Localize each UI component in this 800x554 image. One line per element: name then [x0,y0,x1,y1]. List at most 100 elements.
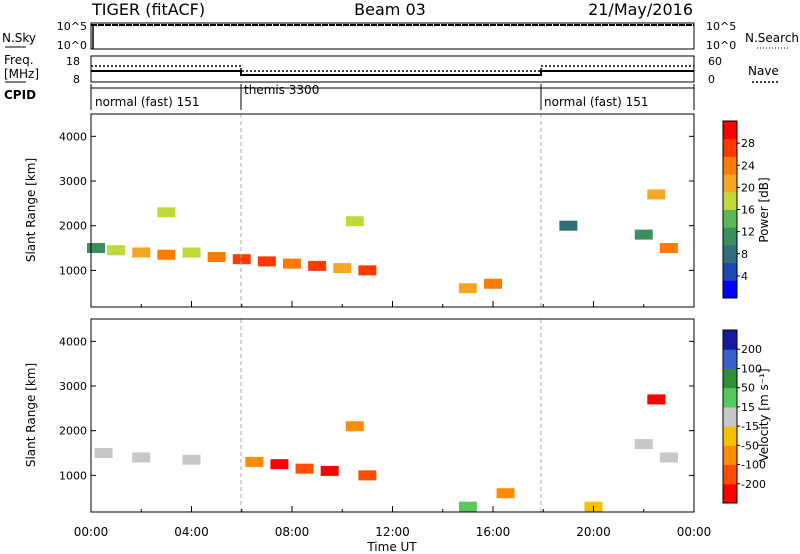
scatter-cell [232,254,251,265]
colorbar-tick-label: 100 [741,362,762,375]
nsky-tick-bottom: 10^0 [57,39,87,52]
colorbar-swatch [723,387,737,408]
scatter-cell [308,260,327,271]
scatter-cell [458,501,477,512]
colorbar-tick-label: 50 [741,382,755,395]
scatter-cell [358,470,377,481]
y-tick-label: 3000 [59,175,87,188]
scatter-cell [182,454,201,465]
velocity-panel: 1000 2000 3000 4000 Slant Range [km] [24,318,695,513]
colorbar-tick-label: 16 [741,204,755,217]
scatter-cell [647,394,666,405]
colorbar-swatch [723,174,737,193]
colorbar-tick-label: 8 [741,248,748,261]
colorbar-swatch [723,464,737,485]
y-tick-label: 2000 [59,220,87,233]
colorbar-tick-label: -200 [741,478,766,491]
scatter-cell [295,463,314,474]
nave-label: Nave [748,64,779,78]
x-tick-label: 00:00 [677,525,712,539]
colorbar-swatch [723,156,737,175]
x-tick-label: 12:00 [375,525,410,539]
freq-unit: [MHz] [4,67,39,81]
scatter-cell [157,249,176,260]
colorbar-swatch [723,406,737,427]
freq-strip [90,55,695,83]
velocity-scatter-layer [94,394,678,512]
x-tick-label: 04:00 [174,525,209,539]
power-colorbar: 28 24 20 16 12 8 4 [722,120,755,299]
velocity-ylabel: Slant Range [km] [24,363,38,467]
cpid-label: CPID [4,88,36,102]
colorbar-swatch [723,280,737,299]
colorbar-tick-label: 20 [741,181,755,194]
velocity-colorbar-label: Velocity [m s⁻¹] [757,368,771,461]
scatter-cell [345,216,364,227]
scatter-cell [132,452,151,463]
y-tick-label: 4000 [59,130,87,143]
nave-trace [91,65,694,72]
colorbar-tick-label: 200 [741,343,762,356]
velocity-plot-frame [91,319,694,512]
power-ylabel: Slant Range [km] [24,158,38,262]
scatter-cell [132,247,151,258]
power-scatter-layer [87,189,678,294]
freq-tick-bottom: 8 [73,73,80,86]
nsky-strip [90,22,695,50]
colorbar-tick-label: 24 [741,159,755,172]
power-colorbar-label: Power [dB] [757,177,771,242]
colorbar-tick-label: 28 [741,137,755,150]
scatter-cell [659,243,678,254]
colorbar-swatch [723,138,737,157]
scatter-cell [345,421,364,432]
scatter-cell [484,278,502,289]
power-plot-frame [91,114,694,307]
scatter-cell [358,265,377,276]
colorbar-swatch [723,445,737,466]
colorbar-swatch [723,262,737,281]
colorbar-tick-label: 4 [741,270,748,283]
y-tick-label: 1000 [59,469,87,482]
freq-trace [91,70,694,76]
nave-tick-bottom: 0 [708,73,715,86]
y-tick-label: 1000 [59,264,87,277]
scatter-cell [87,243,106,254]
y-tick-label: 4000 [59,335,87,348]
colorbar-border [722,329,738,504]
nsearch-tick-top: 10^5 [706,20,736,33]
scatter-cell [634,229,653,240]
colorbar-swatch [723,244,737,264]
colorbar-tick-label: -15 [741,420,759,433]
colorbar-swatch [723,368,737,389]
scatter-cell [157,207,176,218]
freq-label: Freq. [4,53,34,67]
power-panel: 1000 2000 3000 4000 Slant Range [km] [24,113,695,308]
colorbar-swatch [723,483,737,504]
nsky-tick-top: 10^5 [57,20,87,33]
scatter-cell [182,247,201,258]
scatter-cell [320,465,339,476]
scatter-cell [270,459,289,470]
scatter-cell [647,189,666,200]
x-tick-label: 16:00 [476,525,511,539]
freq-tick-top: 18 [66,55,80,68]
beam-label: Beam 03 [354,0,426,19]
nsky-label: N.Sky [2,31,36,45]
colorbar-swatch [723,349,737,369]
time-x-axis: 00:00 04:00 08:00 12:00 16:00 20:00 00:00 [74,525,712,539]
nsearch-tick-bottom: 10^0 [706,39,736,52]
colorbar-tick-label: -100 [741,459,766,472]
station-title: TIGER (fitACF) [91,0,205,19]
colorbar-swatch [723,209,737,228]
cpid-segment-2: themis 3300 [244,83,319,97]
scatter-cell [559,220,578,231]
colorbar-swatch [723,121,737,140]
scatter-cell [458,283,477,294]
colorbar-tick-label: 12 [741,226,755,239]
velocity-y-axis: 1000 2000 3000 4000 [59,335,695,512]
scatter-cell [283,258,301,269]
scatter-cell [207,251,226,262]
nsearch-label: N.Search [745,31,799,45]
colorbar-swatch [723,227,737,246]
